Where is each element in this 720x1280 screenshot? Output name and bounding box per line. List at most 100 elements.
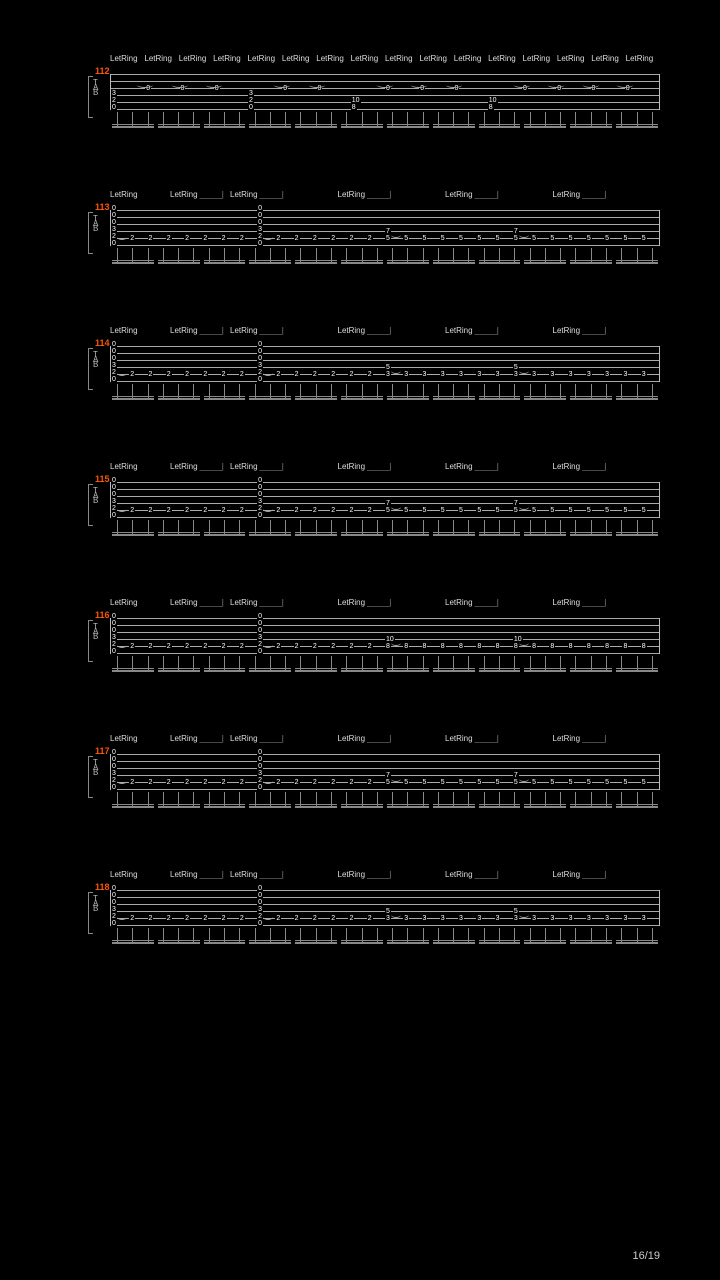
note-column: 2 <box>367 482 385 518</box>
fret-number: 2 <box>184 371 190 378</box>
letring-row: LetRingLetRing _ _ _ _ _|LetRing _ _ _ _… <box>110 730 660 746</box>
note-column: 8 <box>422 618 440 654</box>
fret-number: 3 <box>549 915 555 922</box>
fret-number: 5 <box>495 507 501 514</box>
note-column: 2 <box>221 618 239 654</box>
note-column: 5 <box>476 754 494 790</box>
beam-group <box>202 520 248 538</box>
measure-number: 118 <box>95 882 110 892</box>
letring-label: LetRing _ _ _ _ _| <box>445 322 553 338</box>
fret-number: 5 <box>440 779 446 786</box>
letring-label: LetRing <box>557 50 591 66</box>
beam-group <box>156 520 202 538</box>
note-column: 000320 <box>257 210 275 246</box>
measure-number: 116 <box>95 610 110 620</box>
beam-group <box>614 384 660 402</box>
fret-number: 5 <box>568 235 574 242</box>
note-column: 5 <box>604 210 622 246</box>
letring-label: LetRing <box>248 50 282 66</box>
frets-row: 0003202222222000320222222755555557555555… <box>111 210 659 246</box>
tie-arc <box>519 912 529 918</box>
fret-number: 3 <box>513 915 519 922</box>
note-column: 5 <box>440 210 458 246</box>
fret-number: 8 <box>586 643 592 650</box>
note-column: 5 <box>458 482 476 518</box>
note-column: 000320 <box>111 346 129 382</box>
beam-group <box>247 384 293 402</box>
fret-number: 2 <box>348 507 354 514</box>
beam-group <box>614 248 660 266</box>
tie-arc <box>514 82 530 88</box>
fret-number: 5 <box>641 235 647 242</box>
fret-number: 2 <box>239 371 245 378</box>
note-column: 0 <box>282 74 316 110</box>
letring-label: LetRing _ _ _ _ _| <box>338 866 446 882</box>
fret-number: 5 <box>568 779 574 786</box>
beam-group <box>293 928 339 946</box>
fret-number: 5 <box>476 507 482 514</box>
note-column: 5 <box>422 754 440 790</box>
note-column: 2 <box>367 346 385 382</box>
note-column: 5 <box>568 754 586 790</box>
note-column: 2 <box>348 346 366 382</box>
note-column: 2 <box>312 618 330 654</box>
letring-label: LetRing <box>488 50 522 66</box>
beam-group <box>385 520 431 538</box>
letring-label: LetRing _ _ _ _ _| <box>445 458 553 474</box>
note-column: 0 <box>145 74 179 110</box>
fret-number: 2 <box>148 371 154 378</box>
note-column: 2 <box>129 482 147 518</box>
beam-group <box>293 792 339 810</box>
fret-number: 5 <box>513 908 519 915</box>
note-column: 2 <box>348 890 366 926</box>
fret-number: 2 <box>221 371 227 378</box>
note-column: 2 <box>330 482 348 518</box>
note-column: 2 <box>148 346 166 382</box>
beam-group <box>568 112 614 130</box>
note-column: 2 <box>129 346 147 382</box>
tab-staff: 0003202222222000320222222533333335333333… <box>110 890 660 926</box>
fret-number: 5 <box>531 779 537 786</box>
note-column: 8 <box>586 618 604 654</box>
frets-row: 0003202222222000320222222755555557555555… <box>111 754 659 790</box>
fret-number: 3 <box>641 915 647 922</box>
fret-number: 2 <box>330 371 336 378</box>
fret-number: 2 <box>294 507 300 514</box>
note-column: 2 <box>294 482 312 518</box>
note-column: 0 <box>591 74 625 110</box>
fret-number: 2 <box>129 643 135 650</box>
fret-number: 5 <box>440 507 446 514</box>
fret-number: 3 <box>476 371 482 378</box>
beam-group <box>477 248 523 266</box>
note-column: 2 <box>312 754 330 790</box>
note-column: 8 <box>531 618 549 654</box>
measure: LetRingLetRing _ _ _ _ _|LetRing _ _ _ _… <box>60 186 660 272</box>
note-column: 2 <box>330 890 348 926</box>
note-column: 2 <box>275 754 293 790</box>
note-column: 2 <box>221 346 239 382</box>
fret-number: 3 <box>568 371 574 378</box>
beam-group <box>293 656 339 674</box>
beam-group <box>431 928 477 946</box>
letring-label: LetRing _ _ _ _ _| <box>338 730 446 746</box>
note-column: 2 <box>348 754 366 790</box>
beam-group <box>477 112 523 130</box>
fret-number: 2 <box>367 507 373 514</box>
fret-number: 3 <box>440 915 446 922</box>
note-column: 2 <box>184 482 202 518</box>
note-column: 000320 <box>111 210 129 246</box>
fret-number: 5 <box>403 235 409 242</box>
fret-number: 2 <box>312 507 318 514</box>
note-column: 3 <box>495 890 513 926</box>
beam-group <box>156 384 202 402</box>
note-column: 2 <box>312 210 330 246</box>
note-column: 2 <box>129 754 147 790</box>
beam-group <box>339 384 385 402</box>
note-column: 2 <box>275 618 293 654</box>
frets-row: 0003202222222000320222222108888888108888… <box>111 618 659 654</box>
note-column: 320 <box>111 74 145 110</box>
beam-group <box>293 520 339 538</box>
tie-arc <box>172 82 188 88</box>
letring-label: LetRing _ _ _ _ _| <box>230 322 338 338</box>
fret-number: 2 <box>239 915 245 922</box>
